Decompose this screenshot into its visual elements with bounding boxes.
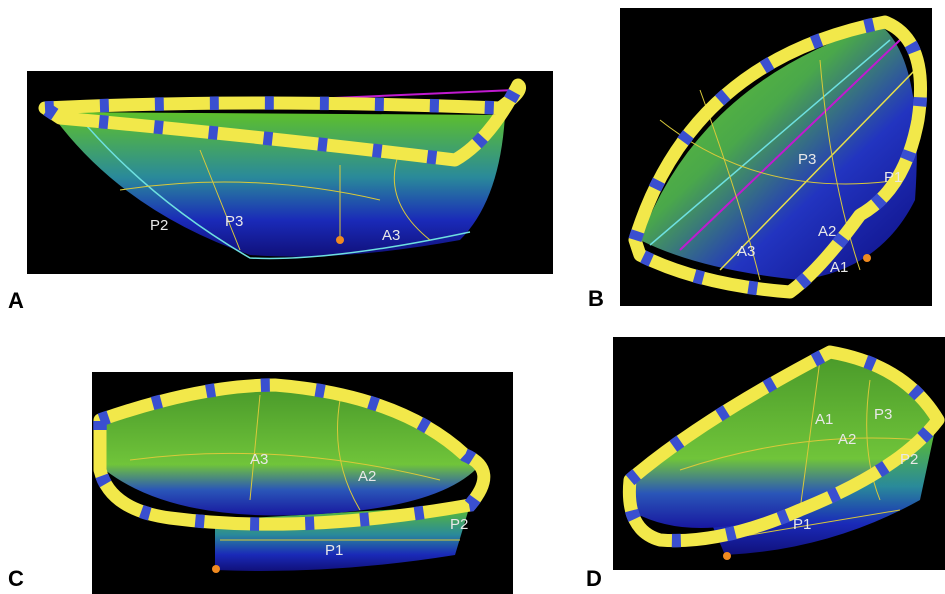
segment-label: P3 — [225, 213, 243, 230]
panel-c: A3 A2 P2 P1 C — [8, 372, 513, 594]
panel-letter: C — [8, 566, 24, 591]
panel-d: A1 P3 A2 P2 P1 D — [586, 337, 945, 591]
segment-label: P2 — [450, 516, 468, 533]
segment-label: P1 — [884, 169, 902, 186]
panel-letter: A — [8, 288, 24, 313]
panel-letter: D — [586, 566, 602, 591]
segment-label: A3 — [382, 227, 400, 244]
marker — [336, 236, 344, 244]
segment-label: P2 — [150, 217, 168, 234]
segment-label: P1 — [325, 542, 343, 559]
panel-b: P3 P1 A3 A2 A1 B — [588, 8, 932, 311]
segment-label: A3 — [737, 243, 755, 260]
segment-label: A3 — [250, 451, 268, 468]
segment-label: A2 — [358, 468, 376, 485]
figure: P2 P3 A3 A P3 P1 A3 A2 A1 B A3 A2 P2 P1 … — [0, 0, 945, 594]
marker — [863, 254, 871, 262]
marker — [723, 552, 731, 560]
segment-label: P1 — [793, 516, 811, 533]
segment-label: P2 — [900, 451, 918, 468]
panel-letter: B — [588, 286, 604, 311]
segment-label: A2 — [838, 431, 856, 448]
panel-a: P2 P3 A3 A — [8, 71, 553, 313]
segment-label: P3 — [798, 151, 816, 168]
segment-label: A2 — [818, 223, 836, 240]
segment-label: A1 — [830, 259, 848, 276]
segment-label: A1 — [815, 411, 833, 428]
marker — [212, 565, 220, 573]
segment-label: P3 — [874, 406, 892, 423]
